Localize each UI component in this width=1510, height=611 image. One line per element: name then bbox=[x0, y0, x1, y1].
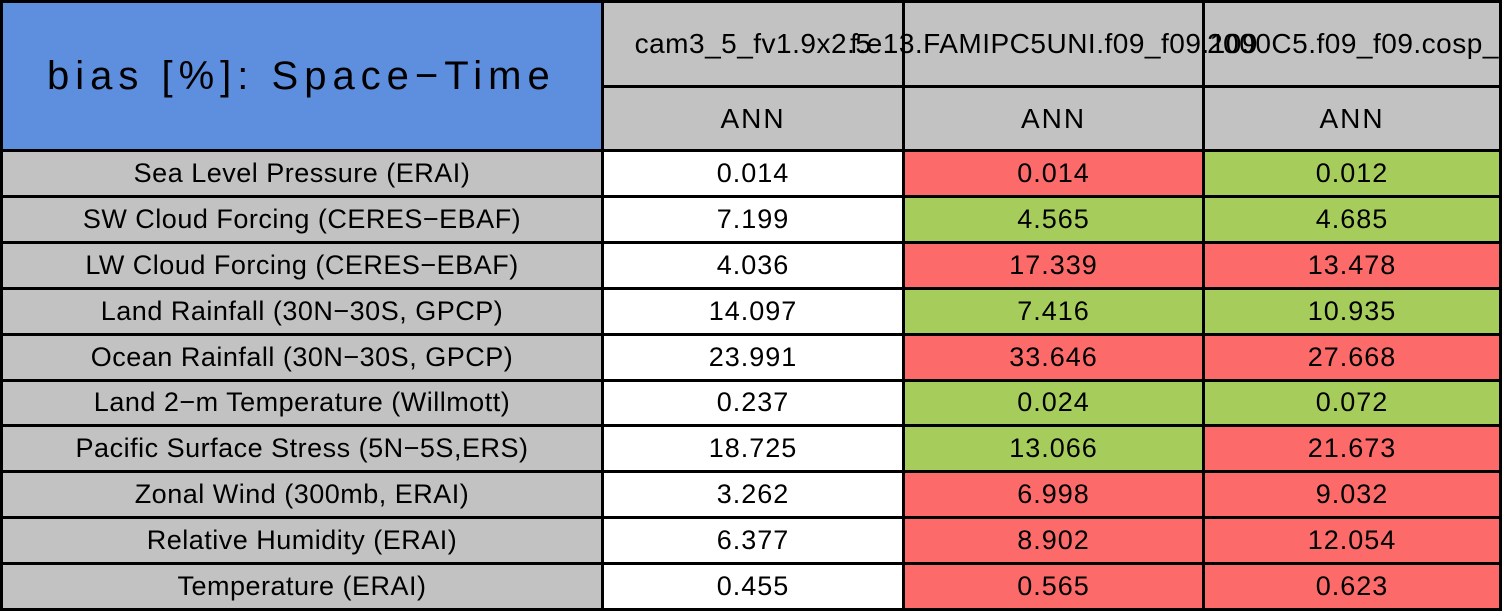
row-label-cell: Zonal Wind (300mb, ERAI) bbox=[3, 473, 601, 517]
value-cell: 17.339 bbox=[905, 243, 1202, 287]
value-cell: 7.416 bbox=[905, 289, 1202, 333]
value-cell: 18.725 bbox=[604, 427, 902, 471]
row-label-cell: Land Rainfall (30N−30S, GPCP) bbox=[3, 289, 601, 333]
value-cell: 13.478 bbox=[1205, 243, 1499, 287]
model-header-cell-1 bbox=[604, 3, 902, 85]
value-cell: 21.673 bbox=[1205, 427, 1499, 471]
season-header-cell-1: ANN bbox=[604, 88, 902, 149]
value-cell: 33.646 bbox=[905, 335, 1202, 379]
season-header-cell-2: ANN bbox=[905, 88, 1202, 149]
row-label-cell: Ocean Rainfall (30N−30S, GPCP) bbox=[3, 335, 601, 379]
row-label-cell: Sea Level Pressure (ERAI) bbox=[3, 152, 601, 195]
value-cell: 0.072 bbox=[1205, 381, 1499, 425]
value-cell: 4.685 bbox=[1205, 197, 1499, 241]
value-cell: 0.014 bbox=[604, 152, 902, 195]
value-cell: 10.935 bbox=[1205, 289, 1499, 333]
value-cell: 8.902 bbox=[905, 519, 1202, 563]
value-cell: 3.262 bbox=[604, 473, 902, 517]
value-cell: 14.097 bbox=[604, 289, 902, 333]
row-label-cell: SW Cloud Forcing (CERES−EBAF) bbox=[3, 197, 601, 241]
value-cell: 4.565 bbox=[905, 197, 1202, 241]
value-cell: 7.199 bbox=[604, 197, 902, 241]
value-cell: 0.623 bbox=[1205, 565, 1499, 608]
value-cell: 23.991 bbox=[604, 335, 902, 379]
value-cell: 0.565 bbox=[905, 565, 1202, 608]
value-cell: 6.998 bbox=[905, 473, 1202, 517]
table-title-cell: bias [%]: Space−Time bbox=[3, 3, 601, 149]
row-label-cell: Land 2−m Temperature (Willmott) bbox=[3, 381, 601, 425]
value-cell: 9.032 bbox=[1205, 473, 1499, 517]
value-cell: 0.237 bbox=[604, 381, 902, 425]
value-cell: 27.668 bbox=[1205, 335, 1499, 379]
value-cell: 4.036 bbox=[604, 243, 902, 287]
value-cell: 0.014 bbox=[905, 152, 1202, 195]
model-header-cell-2 bbox=[905, 3, 1202, 85]
value-cell: 12.054 bbox=[1205, 519, 1499, 563]
value-cell: 13.066 bbox=[905, 427, 1202, 471]
value-cell: 0.455 bbox=[604, 565, 902, 608]
value-cell: 0.012 bbox=[1205, 152, 1499, 195]
row-label-cell: Temperature (ERAI) bbox=[3, 565, 601, 608]
value-cell: 0.024 bbox=[905, 381, 1202, 425]
model-header-cell-3 bbox=[1205, 3, 1499, 85]
season-header-cell-3: ANN bbox=[1205, 88, 1499, 149]
row-label-cell: LW Cloud Forcing (CERES−EBAF) bbox=[3, 243, 601, 287]
value-cell: 6.377 bbox=[604, 519, 902, 563]
row-label-cell: Pacific Surface Stress (5N−5S,ERS) bbox=[3, 427, 601, 471]
row-label-cell: Relative Humidity (ERAI) bbox=[3, 519, 601, 563]
